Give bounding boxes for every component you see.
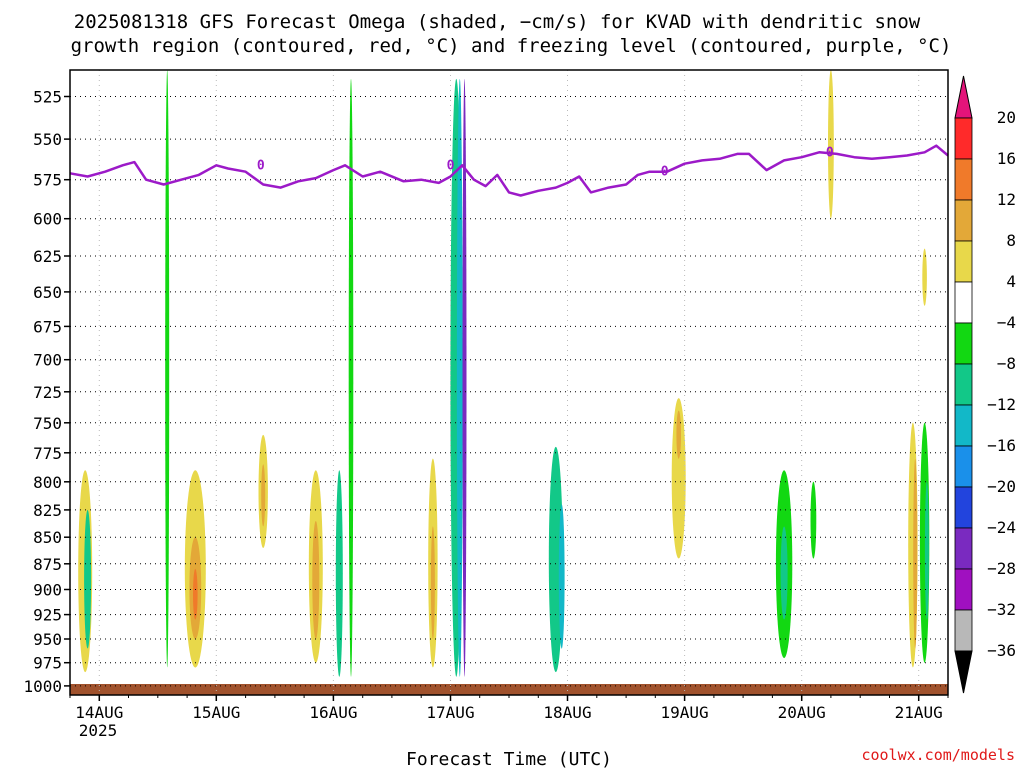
y-tick-label: 600 <box>33 210 62 229</box>
freezing-level-contour: 0 0 0 0 <box>69 144 949 197</box>
colorbar-label: −24 <box>987 518 1016 537</box>
colorbar-label: −28 <box>987 559 1016 578</box>
x-tick-label: 18AUG <box>543 703 591 722</box>
colorbar-label: 8 <box>1006 231 1016 250</box>
colorbar-swatch <box>954 445 973 488</box>
y-tick-label: 800 <box>33 473 62 492</box>
colorbar-bottom-arrow <box>954 650 973 694</box>
grid-lines <box>70 70 948 695</box>
y-tick-label: 675 <box>33 317 62 336</box>
colorbar-swatch <box>954 609 973 652</box>
colorbar-label: −16 <box>987 436 1016 455</box>
colorbar-swatch <box>954 527 973 570</box>
colorbar-swatch <box>954 117 973 160</box>
colorbar-swatch <box>954 158 973 201</box>
terrain-band <box>70 684 948 695</box>
y-tick-label: 825 <box>33 501 62 520</box>
colorbar-label: 12 <box>997 190 1016 209</box>
omega-region <box>193 568 198 620</box>
omega-region <box>348 78 354 677</box>
y-tick-label: 525 <box>33 88 62 107</box>
freezing-level-label: 0 <box>661 165 669 180</box>
omega-region <box>312 521 320 639</box>
freezing-level-label: 0 <box>257 158 265 173</box>
colorbar-label: −12 <box>987 395 1016 414</box>
x-tick-label: 15AUG <box>192 703 240 722</box>
credit-text: coolwx.com/models <box>861 746 1015 764</box>
y-tick-label: 975 <box>33 654 62 673</box>
omega-region <box>462 78 467 677</box>
omega-region <box>261 464 266 527</box>
freezing-level-label: 0 <box>447 158 455 173</box>
omega-region <box>828 70 834 219</box>
colorbar-swatch <box>954 568 973 611</box>
y-tick-label: 875 <box>33 555 62 574</box>
omega-region <box>558 504 565 649</box>
omega-region <box>676 410 681 459</box>
x-tick-label: 19AUG <box>661 703 709 722</box>
colorbar-label: −20 <box>987 477 1016 496</box>
colorbar-label: −36 <box>987 641 1016 660</box>
omega-region <box>922 248 927 306</box>
y-tick-label: 1000 <box>23 677 62 696</box>
colorbar-label: −32 <box>987 600 1016 619</box>
colorbar-label: 4 <box>1006 272 1016 291</box>
colorbar-swatch <box>954 404 973 447</box>
y-tick-label: 725 <box>33 383 62 402</box>
omega-region <box>335 470 343 677</box>
y-tick-label: 575 <box>33 171 62 190</box>
colorbar-label: −4 <box>997 313 1016 332</box>
y-tick-label: 650 <box>33 283 62 302</box>
x-tick-label: 20AUG <box>778 703 826 722</box>
omega-region <box>456 78 463 677</box>
x-tick-label: 21AUG <box>895 703 943 722</box>
y-tick-label: 925 <box>33 606 62 625</box>
colorbar-swatch <box>954 240 973 283</box>
colorbar-label: 20 <box>997 108 1016 127</box>
y-tick-label: 950 <box>33 630 62 649</box>
y-tick-label: 850 <box>33 528 62 547</box>
y-tick-label: 700 <box>33 351 62 370</box>
colorbar-label: −8 <box>997 354 1016 373</box>
omega-region <box>924 481 929 620</box>
colorbar-swatch <box>954 281 973 324</box>
plot-area: 0 0 0 0 <box>69 69 949 696</box>
colorbar-top-arrow <box>954 75 973 119</box>
x-tick-label: 17AUG <box>426 703 474 722</box>
colorbar-swatch <box>954 322 973 365</box>
x-tick-label: 14AUG <box>75 703 123 722</box>
y-tick-label: 625 <box>33 247 62 266</box>
omega-region <box>780 526 788 620</box>
omega-region <box>810 481 817 559</box>
y-tick-label: 750 <box>33 414 62 433</box>
y-tick-label: 550 <box>33 130 62 149</box>
omega-shading <box>78 70 930 677</box>
omega-region <box>430 526 435 639</box>
freezing-level-label: 0 <box>826 145 834 160</box>
colorbar-swatch <box>954 363 973 406</box>
chart-title-line-1: 2025081318 GFS Forecast Omega (shaded, −… <box>74 11 921 33</box>
omega-region <box>84 509 92 649</box>
y-axis: 525 550 575 600 625 650 675 700 725 750 775 800 825 8… <box>23 88 70 696</box>
x-axis: 14AUG 15AUG 16AUG 17AUG 18AUG 19AUG 20AUG 21AUG <box>69 695 949 722</box>
x-axis-label: Forecast Time (UTC) <box>406 749 612 768</box>
chart-title-line-2: growth region (contoured, red, °C) and f… <box>71 35 952 57</box>
colorbar-swatch <box>954 199 973 242</box>
y-tick-label: 775 <box>33 444 62 463</box>
omega-region <box>165 70 170 668</box>
colorbar-swatch <box>954 486 973 529</box>
omega-region <box>913 458 918 649</box>
x-axis-year: 2025 <box>79 721 118 740</box>
omega-region <box>671 398 686 559</box>
x-tick-label: 16AUG <box>309 703 357 722</box>
y-tick-label: 900 <box>33 581 62 600</box>
colorbar-label: 16 <box>997 149 1016 168</box>
freezing-level-line <box>69 144 949 197</box>
colorbar-legend: 20 16 12 8 4 −4 −8 −12 −16 −20 −24 −28 −32 −36 <box>954 75 1016 694</box>
